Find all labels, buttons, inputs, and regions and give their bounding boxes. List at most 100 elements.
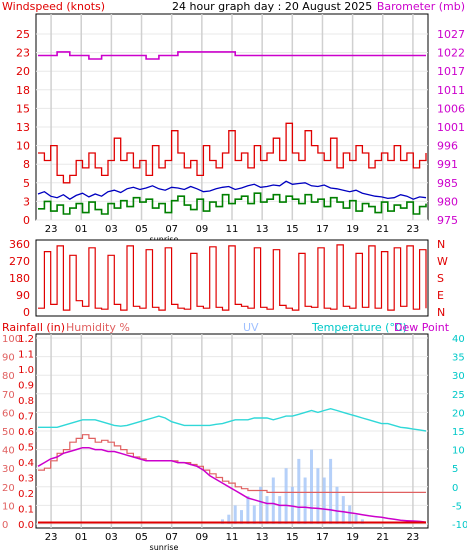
sunrise-label-2: sunrise xyxy=(150,543,179,552)
right-axis-title: Barometer (mb) xyxy=(377,0,465,13)
p3-humidity-tick-label: 40 xyxy=(2,446,15,457)
p1-x-tick-label: 21 xyxy=(376,224,389,235)
dew-point-axis-title: Dew Point xyxy=(394,321,450,334)
wind-direction-panel: 360 N 270 W 180 S 90 E 0 N xyxy=(9,238,448,319)
p3-x-tick-label: 15 xyxy=(286,532,299,543)
p3-rain-tick-label: 0.3 xyxy=(18,474,34,485)
p1-right-tick-label: 985 xyxy=(437,177,458,190)
p1-right-tick-label: 1017 xyxy=(437,65,465,78)
uv-bar xyxy=(329,458,333,524)
uv-bar xyxy=(335,486,339,524)
p3-x-tick-label: 01 xyxy=(75,532,88,543)
p1-x-tick-label: 07 xyxy=(165,224,178,235)
humidity-axis-title: Humidity % xyxy=(66,321,130,334)
p2-left-tick-label: 270 xyxy=(9,255,30,268)
p2-left-tick-label: 0 xyxy=(23,306,30,319)
p3-x-tick-label: 09 xyxy=(195,532,208,543)
p3-x-tick-label: 21 xyxy=(376,532,389,543)
p3-rain-tick-label: 0.5 xyxy=(18,443,34,454)
p3-rain-tick-label: 0.2 xyxy=(18,489,34,500)
chart-title: 24 hour graph day : 20 August 2025 xyxy=(172,0,372,13)
p3-temperature-tick-label: 30 xyxy=(452,371,465,382)
p1-right-tick-label: 1001 xyxy=(437,121,465,134)
uv-bar xyxy=(303,477,307,524)
uv-axis-title: UV xyxy=(243,321,259,334)
p1-x-tick-label: 05 xyxy=(135,224,148,235)
temperature-axis-title: Temperature (°C) xyxy=(311,321,407,334)
p1-left-tick-label: 3 xyxy=(23,195,30,208)
p3-humidity-tick-label: 50 xyxy=(2,427,15,438)
uv-bar xyxy=(341,496,345,524)
p3-x-tick-label: 23 xyxy=(407,532,420,543)
p3-rain-tick-label: 0.6 xyxy=(18,427,34,438)
p3-x-tick-label: 05 xyxy=(135,532,148,543)
p3-temperature-tick-label: 5 xyxy=(452,464,458,475)
p1-x-tick-label: 19 xyxy=(346,224,359,235)
p2-right-tick-label: N xyxy=(437,306,445,319)
p1-left-tick-label: 8 xyxy=(23,158,30,171)
uv-bar xyxy=(297,458,301,524)
p3-x-tick-label: 17 xyxy=(316,532,329,543)
dew-point-line xyxy=(37,446,427,523)
p1-left-tick-label: 20 xyxy=(16,65,30,78)
p1-left-tick-label: 23 xyxy=(16,47,30,60)
p1-right-tick-label: 991 xyxy=(437,158,458,171)
p1-x-tick-label: 15 xyxy=(286,224,299,235)
p2-right-tick-label: E xyxy=(437,289,444,302)
p1-left-tick-label: 5 xyxy=(23,177,30,190)
uv-bar xyxy=(278,496,282,524)
p1-left-tick-label: 15 xyxy=(16,102,30,115)
p3-temperature-tick-label: 20 xyxy=(452,408,465,419)
rainfall-axis-title: Rainfall (in) xyxy=(2,321,65,334)
uv-bar xyxy=(322,477,326,524)
uv-bar xyxy=(310,449,313,524)
p2-right-tick-label: W xyxy=(437,255,448,268)
p3-x-tick-label: 19 xyxy=(346,532,359,543)
p1-left-tick-label: 18 xyxy=(16,84,30,97)
uv-bar xyxy=(348,505,352,524)
p3-rain-tick-label: 1.2 xyxy=(18,334,34,345)
p1-right-tick-label: 1011 xyxy=(437,84,465,97)
p3-humidity-tick-label: 20 xyxy=(2,483,15,494)
uv-bar xyxy=(233,505,237,524)
p1-left-tick-label: 10 xyxy=(16,140,30,153)
p3-humidity-tick-label: 0 xyxy=(2,520,8,531)
p3-temperature-tick-label: 25 xyxy=(452,390,465,401)
p1-left-tick-label: 13 xyxy=(16,121,30,134)
p3-temperature-tick-label: -10 xyxy=(452,520,467,531)
p3-rain-tick-label: 0.1 xyxy=(18,505,34,516)
p3-x-tick-label: 03 xyxy=(105,532,118,543)
p3-rain-tick-label: 0.9 xyxy=(18,381,34,392)
uv-bar xyxy=(252,505,256,524)
p1-x-tick-label: 17 xyxy=(316,224,329,235)
p2-left-tick-label: 90 xyxy=(16,289,30,302)
p1-right-tick-label: 1006 xyxy=(437,102,465,115)
p3-rain-tick-label: 0.8 xyxy=(18,396,34,407)
p1-x-tick-label: 23 xyxy=(45,224,58,235)
p1-left-tick-label: 25 xyxy=(16,28,30,41)
p3-humidity-tick-label: 60 xyxy=(2,408,15,419)
p3-temperature-tick-label: 0 xyxy=(452,483,458,494)
wind-low-line xyxy=(38,192,427,215)
p3-temperature-tick-label: 15 xyxy=(452,427,465,438)
wind-direction-line xyxy=(38,244,427,311)
p3-humidity-tick-label: 90 xyxy=(2,353,15,364)
left-axis-title: Windspeed (knots) xyxy=(2,0,105,13)
p3-rain-tick-label: 0.7 xyxy=(18,412,34,423)
p3-temperature-tick-label: -5 xyxy=(452,501,462,512)
p3-humidity-tick-label: 70 xyxy=(2,390,15,401)
uv-bar xyxy=(284,468,288,524)
p2-right-tick-label: S xyxy=(437,272,444,285)
p1-right-tick-label: 1022 xyxy=(437,47,465,60)
p2-right-tick-label: N xyxy=(437,238,445,251)
p3-temperature-tick-label: 10 xyxy=(452,446,465,457)
p1-left-tick-label: 0 xyxy=(23,214,30,227)
p2-left-tick-label: 180 xyxy=(9,272,30,285)
chart-header: Windspeed (knots) 24 hour graph day : 20 … xyxy=(2,0,465,13)
uv-bar xyxy=(240,510,243,524)
p3-humidity-tick-label: 100 xyxy=(2,334,21,345)
uv-bar xyxy=(246,496,250,524)
